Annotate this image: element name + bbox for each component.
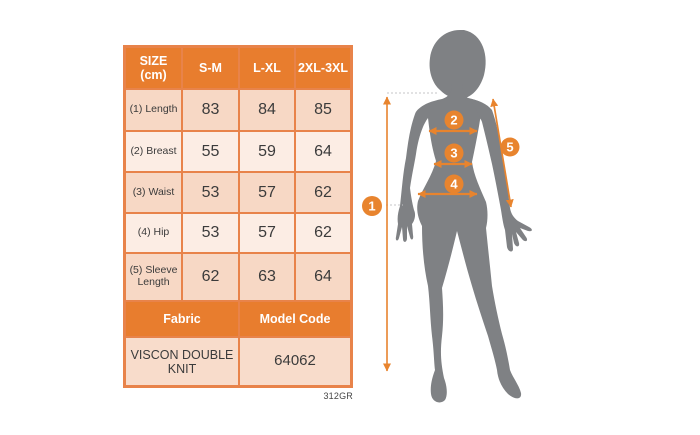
waist-s-m: 53 — [183, 173, 238, 212]
length-s-m: 83 — [183, 90, 238, 130]
waist-l-xl: 57 — [240, 173, 294, 212]
fabric-header: Fabric — [126, 302, 238, 336]
breast-s-m: 55 — [183, 132, 238, 171]
sleeve-l-xl: 63 — [240, 254, 294, 300]
breast-2xl-3xl: 64 — [296, 132, 350, 171]
length-2xl-3xl: 85 — [296, 90, 350, 130]
sleeve-s-m: 62 — [183, 254, 238, 300]
row-label-breast: (2) Breast — [126, 132, 181, 171]
weight-footnote: 312GR — [323, 391, 353, 401]
marker-1-circle — [362, 196, 382, 216]
size-chart-table: SIZE (cm) S-M L-XL 2XL-3XL (1) Length 83… — [123, 45, 353, 388]
col-header-2xl-3xl: 2XL-3XL — [296, 48, 350, 88]
sleeve-measure-arrow — [490, 98, 514, 208]
silhouette-left-arm — [395, 100, 442, 242]
waist-2xl-3xl: 62 — [296, 173, 350, 212]
row-label-sleeve-length: (5) Sleeve Length — [126, 254, 181, 300]
model-code-header: Model Code — [240, 302, 350, 336]
marker-1-label: 1 — [368, 199, 375, 214]
fabric-value: VISCON DOUBLE KNIT — [126, 338, 238, 385]
marker-2-label: 2 — [450, 113, 457, 128]
marker-4-circle — [444, 174, 464, 194]
row-label-hip: (4) Hip — [126, 214, 181, 252]
length-l-xl: 84 — [240, 90, 294, 130]
measure-markers: 1 2 3 4 5 — [362, 110, 520, 216]
col-header-s-m: S-M — [183, 48, 238, 88]
breast-l-xl: 59 — [240, 132, 294, 171]
silhouette-head — [429, 30, 486, 99]
marker-3-circle — [444, 143, 464, 163]
sleeve-2xl-3xl: 64 — [296, 254, 350, 300]
hip-s-m: 53 — [183, 214, 238, 252]
row-label-waist: (3) Waist — [126, 173, 181, 212]
row-label-length: (1) Length — [126, 90, 181, 130]
col-header-size: SIZE (cm) — [126, 48, 181, 88]
marker-4-label: 4 — [450, 177, 458, 192]
hip-2xl-3xl: 62 — [296, 214, 350, 252]
marker-3-label: 3 — [450, 146, 457, 161]
female-silhouette — [395, 30, 532, 403]
body-measurement-figure: 1 2 3 4 5 — [362, 30, 532, 403]
marker-5-circle — [500, 137, 520, 157]
hip-l-xl: 57 — [240, 214, 294, 252]
marker-5-label: 5 — [506, 140, 513, 155]
marker-2-circle — [444, 110, 464, 130]
col-header-l-xl: L-XL — [240, 48, 294, 88]
model-code-value: 64062 — [240, 338, 350, 385]
